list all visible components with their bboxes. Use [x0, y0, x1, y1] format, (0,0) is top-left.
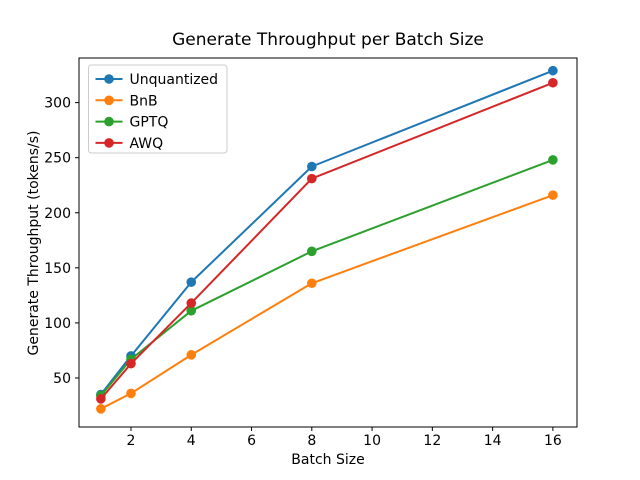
series-marker-bnb [548, 190, 558, 200]
plot-frame [78, 57, 578, 428]
y-tick-label: 250 [44, 151, 71, 167]
series-marker-bnb [96, 404, 106, 414]
legend-marker [104, 138, 114, 148]
series-marker-bnb [186, 350, 197, 360]
x-tick-label: 8 [307, 433, 316, 449]
x-tick-label: 14 [484, 433, 502, 449]
legend-item: Unquantized [95, 72, 219, 88]
series-marker-bnb [307, 278, 317, 289]
chart-title: Generate Throughput per Batch Size [172, 30, 484, 50]
series-marker-unquantized [307, 161, 317, 172]
legend-label: Unquantized [130, 72, 219, 88]
legend-label: BnB [130, 93, 158, 109]
x-tick-label: 12 [423, 433, 441, 449]
series-marker-awq [186, 298, 197, 308]
series-marker-bnb [126, 388, 136, 399]
x-tick-label: 16 [544, 433, 562, 449]
legend-item: BnB [95, 93, 158, 109]
series-marker-awq [307, 173, 317, 184]
x-tick-label: 6 [247, 433, 256, 449]
series-marker-awq [548, 77, 558, 88]
x-tick-label: 2 [127, 433, 136, 449]
series-marker-gptq [186, 305, 197, 316]
legend-label: GPTQ [130, 115, 169, 131]
y-tick-label: 50 [53, 371, 71, 387]
x-axis-label: Batch Size [291, 452, 364, 468]
legend-box [88, 64, 228, 154]
legend-label: AWQ [130, 136, 164, 152]
series-marker-awq [96, 394, 106, 404]
x-tick-label: 10 [363, 433, 381, 449]
legend-marker [104, 95, 114, 106]
legend-item: GPTQ [95, 115, 169, 131]
y-tick-label: 100 [44, 316, 71, 332]
series-marker-unquantized [548, 65, 558, 76]
legend-item: AWQ [95, 136, 164, 152]
x-tick-label: 4 [187, 433, 196, 449]
legend-marker [104, 74, 114, 84]
y-tick-label: 200 [44, 206, 71, 222]
series-line-bnb [99, 194, 554, 410]
legend-marker [104, 116, 114, 127]
series-marker-gptq [548, 155, 558, 165]
series-marker-awq [126, 358, 136, 369]
series-marker-gptq [307, 246, 317, 257]
y-axis-label: Generate Throughput (tokens/s) [26, 131, 42, 356]
y-tick-label: 150 [44, 261, 71, 277]
y-tick-label: 300 [44, 96, 71, 112]
series-marker-unquantized [186, 277, 197, 287]
